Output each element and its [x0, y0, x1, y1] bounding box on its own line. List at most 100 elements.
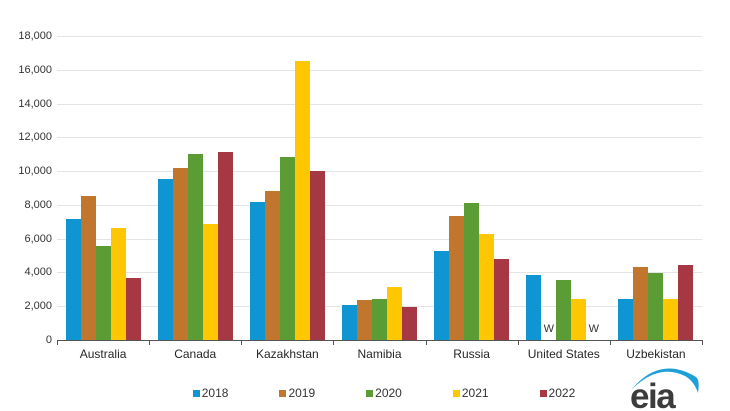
- bar-australia-2021: [110, 227, 126, 340]
- legend-label-2021: 2021: [461, 386, 489, 400]
- gridline: [57, 103, 702, 105]
- x-axis-tick: [609, 341, 611, 345]
- legend-item-2021: 2021: [452, 386, 489, 400]
- bar-canada-2021: [202, 223, 218, 340]
- x-category-label: Namibia: [357, 347, 402, 361]
- bar-group-canada: [149, 36, 241, 340]
- chart-legend: 2018 2019 2020 2021 2022: [0, 386, 730, 400]
- withheld-marker: W: [588, 323, 599, 335]
- bar-group-kazakhstan: [241, 36, 333, 340]
- legend-item-2018: 2018: [192, 386, 229, 400]
- bar-australia-2022: [125, 278, 141, 340]
- bar-united-states-2020: [556, 280, 572, 340]
- bar-namibia-2019: [356, 299, 372, 340]
- x-category-label: Kazakhstan: [255, 347, 319, 361]
- y-tick-label: 0: [45, 334, 52, 346]
- x-axis-line: [57, 340, 703, 341]
- x-category-label: United States: [527, 347, 600, 361]
- legend-swatch-2019: [279, 389, 287, 397]
- y-tick-label: 8,000: [24, 198, 52, 211]
- bar-namibia-2020: [371, 298, 387, 340]
- legend-swatch-2020: [366, 389, 374, 397]
- bar-kazakhstan-2022: [309, 171, 325, 340]
- bar-russia-2019: [449, 215, 465, 340]
- bar-united-states-2021: [571, 298, 587, 340]
- bar-russia-2020: [464, 203, 480, 340]
- gridline: [57, 204, 702, 206]
- gridline: [57, 171, 702, 173]
- y-tick-label: 10,000: [18, 165, 52, 178]
- legend-item-2020: 2020: [366, 386, 402, 400]
- bar-canada-2019: [172, 167, 188, 340]
- bar-canada-2022: [217, 151, 233, 340]
- bar-russia-2018: [434, 250, 450, 340]
- gridline: [57, 272, 702, 274]
- legend-label-2018: 2018: [201, 386, 229, 400]
- bar-uzbekistan-2020: [648, 273, 664, 340]
- bar-canada-2018: [157, 178, 173, 340]
- bar-australia-2019: [80, 196, 96, 340]
- y-tick-label: 4,000: [24, 266, 52, 279]
- x-axis-tick: [517, 341, 519, 345]
- x-axis-tick: [425, 341, 427, 345]
- bar-united-states-2018: [526, 274, 542, 340]
- y-tick-label: 16,000: [18, 63, 52, 76]
- y-tick-label: 12,000: [18, 131, 52, 144]
- x-category-label: Australia: [79, 347, 127, 361]
- x-axis-tick: [149, 341, 151, 345]
- bar-australia-2018: [65, 219, 81, 340]
- bar-namibia-2021: [386, 286, 402, 340]
- bar-uzbekistan-2018: [618, 298, 634, 340]
- bar-uzbekistan-2021: [663, 298, 679, 340]
- legend-swatch-2022: [539, 389, 547, 397]
- logo-text: eia: [630, 377, 676, 410]
- bar-namibia-2022: [401, 307, 417, 340]
- x-axis-tick: [702, 341, 703, 345]
- bar-australia-2020: [95, 246, 111, 340]
- bar-kazakhstan-2018: [249, 201, 265, 340]
- x-axis-tick: [57, 341, 58, 345]
- gridline: [57, 69, 702, 71]
- withheld-marker: W: [543, 323, 554, 335]
- gridline: [57, 137, 702, 139]
- legend-item-2019: 2019: [279, 386, 315, 400]
- x-category-label: Uzbekistan: [626, 347, 686, 361]
- x-axis-tick: [333, 341, 335, 345]
- y-tick-label: 2,000: [24, 300, 52, 313]
- bar-group-namibia: [333, 36, 425, 340]
- bar-kazakhstan-2019: [264, 191, 280, 340]
- withheld-slot-united-states-2019: W: [541, 320, 556, 340]
- x-category-label: Russia: [453, 347, 490, 361]
- bar-kazakhstan-2021: [294, 60, 310, 340]
- bar-canada-2020: [187, 154, 203, 340]
- y-tick-label: 18,000: [18, 30, 52, 42]
- x-axis-labels: Australia Canada Kazakhstan Namibia Russia Un…: [57, 347, 702, 361]
- legend-label-2020: 2020: [375, 386, 402, 400]
- legend-label-2022: 2022: [548, 386, 576, 400]
- x-axis-tick: [241, 341, 243, 345]
- legend-item-2022: 2022: [539, 386, 576, 400]
- y-tick-label: 6,000: [24, 232, 52, 245]
- legend-swatch-2018: [192, 389, 200, 397]
- bar-russia-2022: [494, 258, 510, 340]
- eia-logo: eia: [630, 360, 708, 411]
- bar-kazakhstan-2020: [279, 156, 295, 340]
- eia-logo-graphic: eia: [630, 368, 699, 411]
- bar-namibia-2018: [341, 304, 357, 340]
- x-category-label: Canada: [174, 347, 217, 361]
- withheld-slot-united-states-2022: W: [586, 320, 601, 340]
- gridline: [57, 36, 702, 37]
- gridline: [57, 238, 702, 240]
- y-tick-label: 14,000: [18, 97, 52, 110]
- bar-group-uzbekistan: [610, 36, 702, 340]
- bar-uzbekistan-2022: [678, 264, 694, 340]
- legend-swatch-2021: [452, 389, 460, 397]
- legend-label-2019: 2019: [288, 386, 316, 400]
- bar-group-russia: [426, 36, 518, 340]
- bar-uzbekistan-2019: [633, 267, 649, 340]
- bar-group-australia: [57, 36, 149, 340]
